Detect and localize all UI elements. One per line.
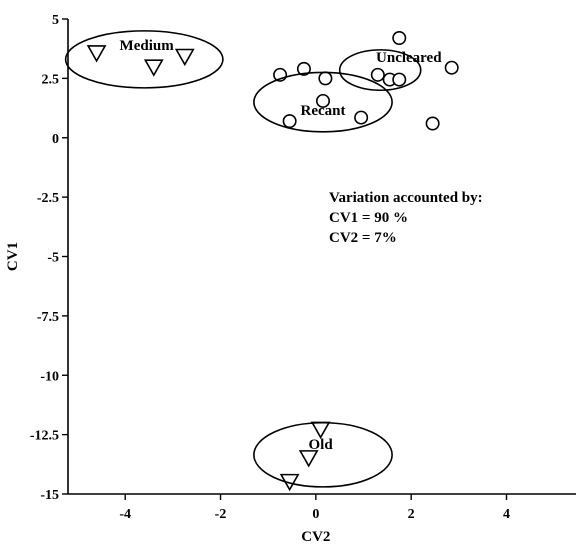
- group-label: Medium: [120, 38, 175, 54]
- triangle-point: [86, 45, 107, 63]
- circle-point: [315, 93, 330, 108]
- circle-point: [296, 61, 311, 76]
- circle-point: [318, 71, 333, 86]
- group-label: Uncleared: [376, 50, 442, 66]
- group-ellipse: [253, 421, 393, 488]
- x-tick-label: -2: [215, 507, 227, 522]
- x-tick-label: -4: [119, 507, 131, 522]
- y-tick-label: -12.5: [30, 429, 59, 444]
- group-ellipse: [253, 71, 393, 133]
- triangle-point: [174, 48, 195, 67]
- y-axis-title: CV1: [5, 242, 21, 271]
- y-tick-label: -7.5: [37, 310, 59, 325]
- circle-point: [444, 60, 459, 75]
- annotation-cv2: CV2 = 7%: [329, 230, 397, 246]
- circle-point: [354, 110, 369, 125]
- y-tick-label: 0: [52, 132, 59, 147]
- x-tick-label: 0: [312, 507, 319, 522]
- y-tick-label: -10: [40, 369, 59, 384]
- group-label: Old: [309, 437, 334, 453]
- circle-point: [392, 72, 407, 87]
- x-ticks: -4 -2 0 2 4: [119, 494, 510, 522]
- triangle-point: [279, 473, 300, 492]
- y-tick-label: -15: [40, 488, 59, 503]
- annotation-cv1: CV1 = 90 %: [329, 210, 408, 226]
- group-labels-layer: Medium Uncleared Recant Old: [120, 38, 443, 453]
- x-axis-title: CV2: [301, 529, 330, 545]
- circle-point: [282, 114, 297, 129]
- y-ticks: 5 2.5 0 -2.5 -5 -7.5 -10 -12.5 -15: [30, 13, 68, 503]
- circle-point: [370, 67, 385, 82]
- group-ellipse: [64, 30, 224, 89]
- x-tick-label: 4: [503, 507, 510, 522]
- y-tick-label: 5: [52, 13, 59, 28]
- group-ellipses-layer: [64, 30, 422, 488]
- markers-layer: [86, 30, 459, 492]
- y-tick-label: -2.5: [37, 191, 59, 206]
- circle-point: [392, 30, 407, 45]
- group-label: Recant: [301, 103, 346, 119]
- triangle-point: [143, 59, 164, 77]
- y-tick-label: 2.5: [42, 72, 60, 87]
- group-ellipse: [338, 49, 422, 92]
- y-tick-label: -5: [47, 251, 59, 266]
- circle-point: [425, 116, 440, 131]
- triangle-point: [310, 421, 331, 439]
- variation-annotation: Variation accounted by: CV1 = 90 % CV2 =…: [329, 190, 483, 246]
- x-tick-label: 2: [408, 507, 415, 522]
- annotation-heading: Variation accounted by:: [329, 190, 483, 206]
- triangle-point: [298, 450, 319, 468]
